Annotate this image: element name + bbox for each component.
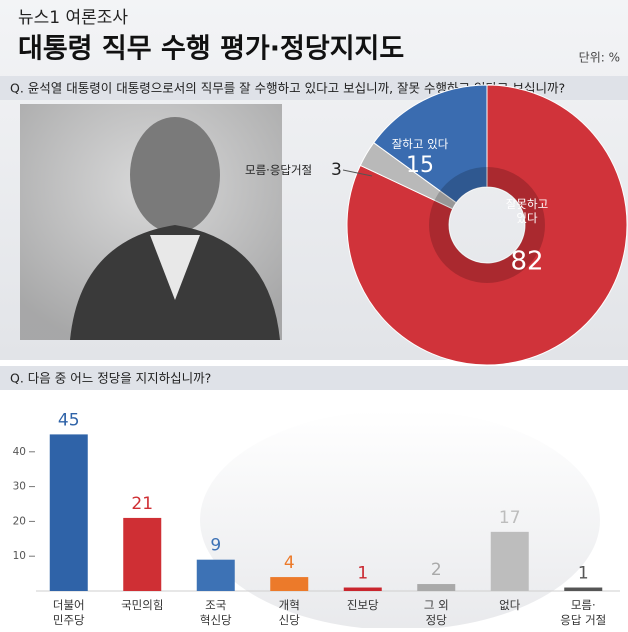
y-tick-label: 10: [13, 550, 26, 562]
slice-value: 15: [406, 153, 434, 178]
question-1: Q. 윤석열 대통령이 대통령으로서의 직무를 잘 수행하고 있다고 보십니까,…: [10, 81, 565, 96]
bar: [417, 584, 456, 591]
x-tick-label-line: 더불어: [53, 598, 85, 612]
x-tick-label: 더불어 민주당: [53, 598, 85, 627]
value-label: 17: [499, 508, 521, 528]
bar: [343, 587, 382, 591]
bar: [490, 531, 529, 591]
value-label: 1: [578, 564, 589, 584]
slice-label: 잘못하고 있다: [506, 197, 548, 225]
slice-label-line: 잘못하고: [506, 197, 548, 211]
x-tick-label: 없다: [499, 598, 521, 612]
y-tick-label: 40: [13, 446, 26, 458]
donut-slice: [346, 84, 628, 366]
leader-line: [342, 169, 373, 177]
slice-label: 잘하고 있다: [392, 137, 449, 151]
photo: [20, 104, 282, 340]
question-2: Q. 다음 중 어느 정당을 지지하십니까?: [10, 371, 211, 386]
x-tick-label: 조국 혁신당: [200, 598, 232, 627]
value-label: 45: [58, 410, 80, 430]
value-label: 1: [357, 564, 368, 584]
x-tick-label-line: 정당: [426, 613, 448, 627]
main-title: 대통령 직무 수행 평가·정당지지도: [18, 34, 404, 65]
x-tick-label-line: 진보당: [347, 598, 379, 612]
bar: [270, 577, 309, 591]
bar: [49, 434, 88, 591]
question-bar: [0, 366, 628, 390]
x-tick-label-line: 개혁: [279, 598, 300, 612]
bar: [196, 559, 235, 591]
x-tick-label: 그 외 정당: [424, 598, 449, 627]
slice-value: 3: [331, 160, 342, 180]
bar-chart: 10 20 30 40 45 더불어 민주당 21 국민의힘 9 조국 혁신당 4 개혁 신당 1 진보당 2 그 …: [13, 410, 620, 627]
donut-chart: 잘못하고 있다 82 모름·응답거절 3 잘하고 있다 15: [245, 84, 628, 366]
slice-value: 82: [510, 247, 543, 277]
x-tick-label-line: 모름·: [571, 598, 596, 612]
value-label: 4: [284, 553, 295, 573]
slice-label-line: 모름·응답거절: [245, 163, 312, 177]
x-tick-label-line: 없다: [499, 598, 521, 612]
x-tick-label-line: 국민의힘: [121, 598, 163, 612]
x-tick-label: 개혁 신당: [279, 598, 301, 627]
inner-ring: [429, 167, 545, 283]
x-tick-label: 진보당: [347, 598, 379, 612]
slice-label-line: 있다: [516, 211, 538, 225]
donut-slice: [373, 84, 488, 204]
x-tick-label-line: 혁신당: [200, 613, 232, 627]
x-tick-label-line: 신당: [279, 613, 301, 627]
brand: 뉴스1 여론조사: [18, 8, 128, 28]
x-tick-label: 국민의힘: [121, 598, 163, 612]
x-tick-label-line: 응답 거절: [560, 613, 606, 627]
bar: [564, 587, 603, 591]
bar: [123, 517, 162, 591]
slice-label-line: 잘하고 있다: [392, 137, 449, 151]
x-tick-label-line: 조국: [205, 598, 226, 612]
y-tick-label: 20: [13, 515, 26, 527]
x-tick-label: 모름· 응답 거절: [560, 598, 606, 627]
value-label: 21: [131, 494, 153, 514]
hall-backdrop: [200, 410, 600, 630]
x-tick-label-line: 그 외: [424, 598, 449, 612]
value-label: 9: [210, 536, 221, 556]
value-label: 2: [431, 560, 442, 580]
unit: 단위: %: [579, 51, 620, 65]
slice-label: 모름·응답거절: [245, 163, 312, 177]
x-tick-label-line: 민주당: [53, 613, 85, 627]
y-tick-label: 30: [13, 481, 26, 493]
